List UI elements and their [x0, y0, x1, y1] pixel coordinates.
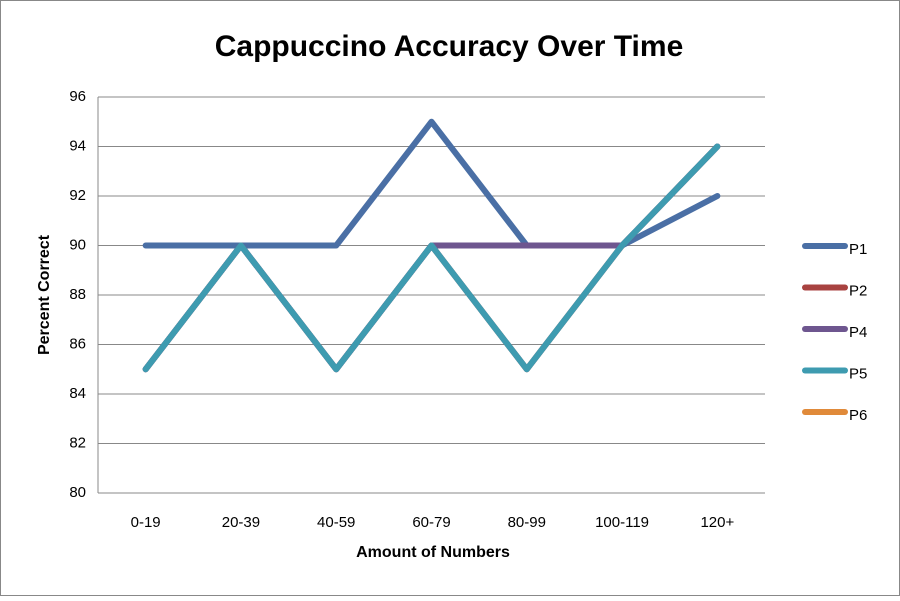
series-line	[142, 143, 721, 373]
x-tick-label: 0-19	[131, 514, 161, 531]
legend-label: P5	[849, 365, 867, 382]
legend-label: P2	[849, 282, 867, 299]
y-tick-label: 86	[69, 335, 86, 352]
x-tick-label: 120+	[700, 514, 734, 531]
y-axis-label: Percent Correct	[36, 234, 53, 355]
chart-title: Cappuccino Accuracy Over Time	[215, 30, 684, 63]
y-tick-label: 96	[69, 88, 86, 105]
y-tick-label: 82	[69, 434, 86, 451]
x-axis-label: Amount of Numbers	[356, 544, 510, 561]
legend-label: P4	[849, 324, 867, 341]
x-tick-label: 100-119	[595, 514, 649, 531]
y-tick-label: 94	[69, 137, 86, 154]
y-tick-label: 80	[69, 484, 86, 501]
x-tick-label: 40-59	[317, 514, 355, 531]
y-tick-label: 88	[69, 286, 86, 303]
y-tick-label: 92	[69, 187, 86, 204]
y-tick-label: 90	[69, 236, 86, 253]
x-tick-label: 60-79	[412, 514, 450, 531]
legend-label: P6	[849, 407, 867, 424]
x-tick-label: 80-99	[508, 514, 546, 531]
x-tick-label: 20-39	[222, 514, 260, 531]
legend-label: P1	[849, 241, 867, 258]
y-tick-label: 84	[69, 385, 86, 402]
